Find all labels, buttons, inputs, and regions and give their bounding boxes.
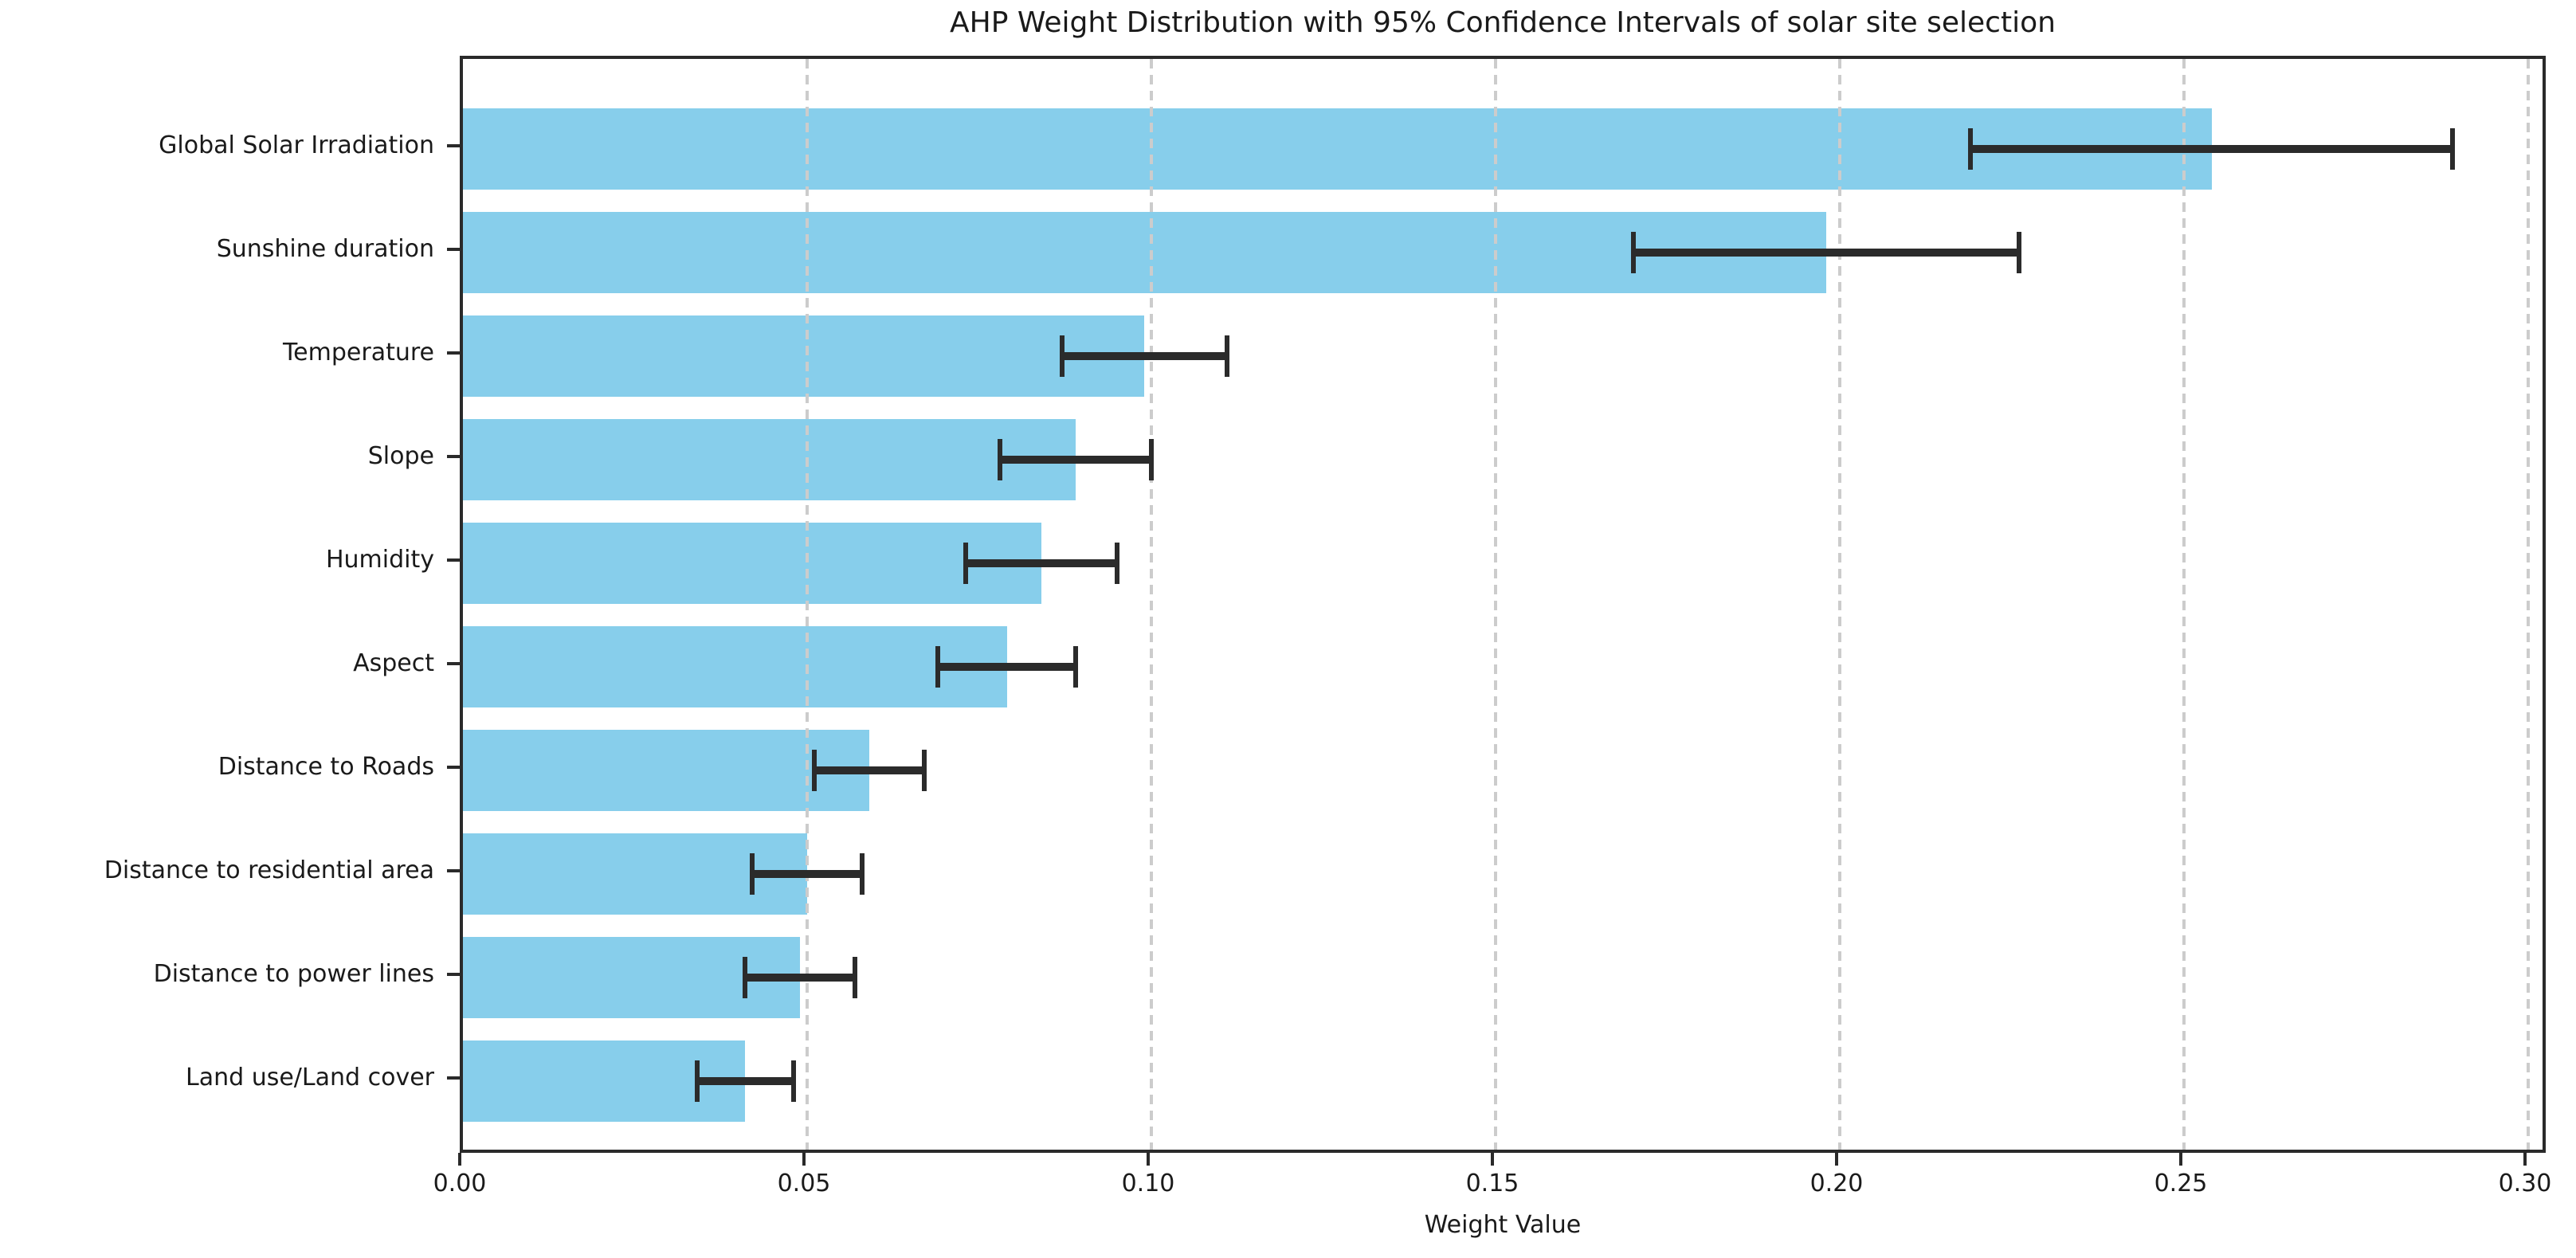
error-bar-sunshine-duration (1633, 249, 2019, 257)
y-tick (447, 455, 460, 458)
y-tick-label-temperature: Temperature (282, 339, 434, 366)
bar-global-solar-irradiation (463, 108, 2212, 190)
error-bar-distance-to-residential-area (752, 870, 862, 878)
error-bar-slope (1000, 456, 1151, 464)
x-tick-label-0.30: 0.30 (2498, 1170, 2552, 1197)
error-cap-left (695, 1060, 700, 1102)
y-tick (447, 144, 460, 147)
y-tick (447, 1076, 460, 1080)
x-tick (1835, 1153, 1838, 1166)
error-cap-right (2450, 128, 2455, 170)
x-tick-label-0.05: 0.05 (777, 1170, 831, 1197)
error-cap-left (998, 439, 1002, 480)
y-tick (447, 973, 460, 976)
x-tick (1147, 1153, 1150, 1166)
bar-sunshine-duration (463, 212, 1826, 293)
error-cap-right (2017, 232, 2021, 273)
x-tick-label-0.20: 0.20 (1809, 1170, 1864, 1197)
gridline-0.30 (2527, 59, 2530, 1150)
error-cap-left (1631, 232, 1636, 273)
error-cap-right (853, 957, 857, 998)
y-tick (447, 766, 460, 769)
chart-title: AHP Weight Distribution with 95% Confide… (950, 6, 2056, 39)
bar-temperature (463, 315, 1144, 397)
gridline-0.10 (1150, 59, 1153, 1150)
error-bar-global-solar-irradiation (1970, 145, 2452, 153)
error-cap-left (812, 750, 817, 791)
error-cap-right (1115, 543, 1119, 584)
y-tick-label-aspect: Aspect (353, 649, 434, 677)
gridline-0.25 (2182, 59, 2186, 1150)
bar-distance-to-roads (463, 730, 869, 811)
error-bar-land-use-land-cover (697, 1077, 794, 1085)
error-bar-humidity (966, 559, 1117, 567)
y-tick-label-slope: Slope (367, 442, 434, 470)
x-tick (1491, 1153, 1494, 1166)
error-bar-aspect (938, 663, 1076, 671)
x-tick (458, 1153, 461, 1166)
y-tick-label-distance-to-roads: Distance to Roads (218, 753, 434, 781)
plot-area (460, 56, 2546, 1153)
x-tick-label-0.10: 0.10 (1121, 1170, 1175, 1197)
error-cap-right (922, 750, 927, 791)
error-bar-temperature (1062, 352, 1227, 360)
y-tick-label-sunshine-duration: Sunshine duration (216, 235, 434, 263)
error-bar-distance-to-roads (814, 766, 924, 774)
error-cap-right (791, 1060, 796, 1102)
gridline-0.05 (806, 59, 809, 1150)
gridline-0.20 (1838, 59, 1841, 1150)
y-tick-label-land-use-land-cover: Land use/Land cover (186, 1064, 434, 1091)
error-cap-right (1149, 439, 1154, 480)
error-cap-left (935, 646, 940, 688)
error-cap-right (860, 853, 865, 895)
x-tick-label-0.25: 0.25 (2154, 1170, 2208, 1197)
error-cap-left (750, 853, 755, 895)
y-tick (447, 558, 460, 562)
error-cap-left (1060, 335, 1065, 377)
error-cap-right (1225, 335, 1229, 377)
x-tick (802, 1153, 806, 1166)
x-tick (2179, 1153, 2182, 1166)
y-tick-label-humidity: Humidity (325, 546, 434, 574)
x-tick-label-0.15: 0.15 (1465, 1170, 1519, 1197)
y-tick-label-distance-to-power-lines: Distance to power lines (153, 960, 434, 988)
error-bar-distance-to-power-lines (745, 974, 855, 982)
bar-humidity (463, 523, 1041, 604)
y-tick (447, 351, 460, 355)
y-tick (447, 248, 460, 251)
x-axis-title: Weight Value (1424, 1211, 1582, 1239)
error-cap-left (743, 957, 747, 998)
bar-slope (463, 419, 1076, 500)
error-cap-left (963, 543, 968, 584)
x-tick-label-0.00: 0.00 (433, 1170, 487, 1197)
y-tick (447, 869, 460, 872)
error-cap-left (1968, 128, 1973, 170)
gridline-0.15 (1494, 59, 1497, 1150)
y-tick (447, 662, 460, 665)
y-tick-label-global-solar-irradiation: Global Solar Irradiation (159, 131, 434, 159)
x-tick (2523, 1153, 2527, 1166)
error-cap-right (1073, 646, 1078, 688)
y-tick-label-distance-to-residential-area: Distance to residential area (104, 856, 434, 884)
bar-aspect (463, 626, 1007, 707)
